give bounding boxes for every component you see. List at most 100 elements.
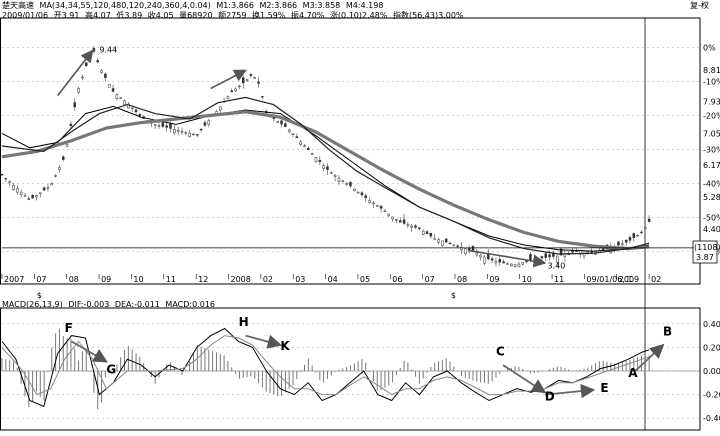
price-tick-label: 5.28: [703, 193, 720, 202]
candle-body: [62, 156, 65, 160]
percent-tick-label: -40%: [703, 179, 720, 188]
candle-body: [322, 165, 325, 169]
candle-body: [402, 219, 406, 224]
x-tick-label: 2009: [619, 275, 639, 284]
candle-body: [287, 129, 291, 133]
candle-body: [456, 245, 459, 247]
x-tick-label: 08: [457, 275, 467, 284]
candle-body: [130, 107, 134, 109]
candle-body: [295, 136, 299, 139]
macd-dea-line: [1, 335, 650, 396]
candle-body: [169, 123, 172, 129]
candle-body: [460, 247, 463, 251]
candle-body: [441, 240, 444, 247]
candle-body: [555, 255, 559, 263]
candle-body: [521, 262, 525, 265]
candle-body: [261, 96, 264, 98]
candle-body: [483, 256, 486, 264]
candle-body: [123, 100, 126, 105]
candle-body: [391, 216, 394, 220]
candle-body: [437, 239, 440, 243]
candle-body: [23, 195, 27, 197]
candle-body: [372, 202, 375, 205]
x-tick-label: 02: [263, 275, 273, 284]
candle-body: [429, 233, 433, 237]
candle-body: [127, 103, 130, 109]
price-tick-label: 8.81: [703, 66, 720, 75]
percent-tick-label: -30%: [703, 145, 720, 154]
candle-body: [184, 132, 188, 134]
moving-average-line: [1, 96, 650, 255]
candle-body: [341, 180, 345, 183]
macd-params: MACD(26,13,9): [2, 300, 63, 309]
candle-body: [46, 187, 50, 189]
price-arrow: [468, 249, 547, 268]
macd-arrow: [245, 334, 283, 349]
candle-body: [8, 181, 11, 183]
candle-body: [291, 133, 295, 135]
macd-letter-label: C: [496, 345, 505, 359]
candle-body: [111, 88, 115, 92]
macd-letter-label: E: [600, 381, 608, 395]
candle-body: [552, 253, 555, 257]
macd-arrow: [502, 364, 547, 394]
macd-arrow: [544, 383, 596, 399]
x-tick-label: 03: [295, 275, 305, 284]
candle-body: [188, 133, 191, 138]
candle-body: [444, 238, 448, 243]
candle-body: [203, 122, 207, 126]
candle-body: [176, 130, 180, 132]
candle-body: [383, 210, 387, 213]
candle-body: [647, 218, 651, 222]
candle-body: [529, 254, 532, 260]
percent-tick-label: -10%: [703, 77, 720, 86]
price-tick-label: 4.40: [703, 225, 720, 234]
candle-body: [425, 231, 429, 234]
candle-body: [27, 198, 31, 200]
candle-body: [153, 124, 157, 126]
candle-body: [421, 230, 425, 235]
candle-body: [376, 205, 379, 207]
macd-dif: DIF:-0.003: [68, 300, 110, 309]
candle-body: [510, 263, 513, 267]
candle-body: [406, 224, 410, 226]
macd-arrow: [71, 340, 108, 363]
marker-label: $: [451, 291, 456, 300]
candle-body: [452, 244, 456, 246]
stock-header: 楚天高速 MA(34,34,55,120,480,120,240,360,4,0…: [2, 1, 386, 11]
candle-body: [165, 125, 168, 128]
macd-letter-label: A: [628, 366, 638, 380]
ma-value-1: M1:3.866: [216, 1, 254, 10]
candle-body: [234, 88, 237, 92]
candle-body: [617, 241, 620, 246]
candle-body: [69, 123, 73, 127]
candle-body: [360, 192, 364, 196]
candle-body: [100, 70, 103, 73]
x-tick-label: 11: [554, 275, 564, 284]
candle-body: [464, 248, 467, 255]
candle-body: [173, 129, 176, 134]
candle-body: [395, 219, 398, 221]
candle-body: [548, 254, 551, 258]
marker-label: $: [37, 291, 42, 300]
macd-arrow: [634, 343, 665, 372]
candle-body: [92, 48, 96, 52]
percent-tick-label: 0%: [703, 43, 716, 52]
candle-body: [50, 183, 54, 186]
macd-letter-label: D: [545, 390, 555, 404]
percent-tick-label: -50%: [703, 213, 720, 222]
candle-body: [299, 141, 302, 145]
x-tick-label: 10: [133, 275, 143, 284]
candle-body: [257, 81, 260, 84]
macd-letter-label: K: [280, 339, 290, 353]
candle-body: [245, 79, 249, 81]
x-tick-label: 06: [392, 275, 402, 284]
candle-body: [119, 97, 122, 99]
quote-open: 开3.91: [53, 11, 80, 20]
candle-body: [35, 195, 38, 198]
candle-body: [640, 231, 643, 234]
x-tick-label: 02: [651, 275, 661, 284]
quote-high: 高4.07: [85, 11, 111, 20]
quote-turnover: 换1.59%: [252, 11, 286, 20]
candle-body: [506, 263, 509, 265]
